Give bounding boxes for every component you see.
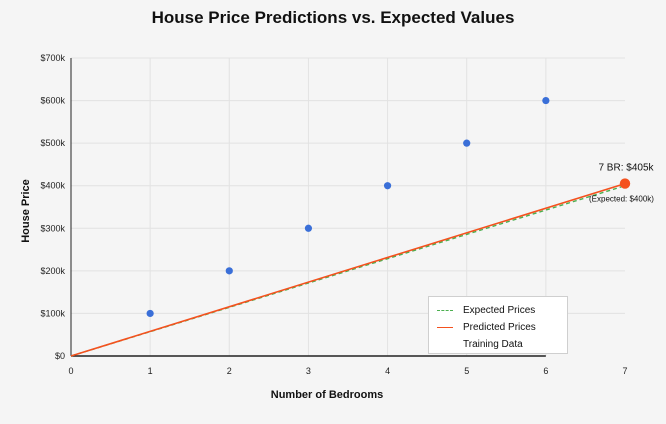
y-tick-label-6: $600k	[40, 96, 65, 106]
y-tick-label-7: $700k	[40, 53, 65, 63]
training-point-6	[542, 96, 550, 105]
x-tick-label-5: 5	[464, 366, 469, 376]
y-tick-label-0: $0	[55, 351, 65, 361]
x-tick-label-3: 3	[306, 366, 311, 376]
training-points	[146, 96, 631, 318]
grid	[71, 57, 625, 356]
training-point-5	[463, 139, 471, 147]
expected-annotation: (Expected: $400k)	[589, 195, 654, 204]
legend-label-training: Training Data	[463, 339, 523, 350]
x-axis-label: Number of Bedrooms	[271, 389, 383, 401]
annotations: 7 BR: $405k (Expected: $400k)	[589, 163, 655, 204]
x-tick-label-6: 6	[543, 366, 548, 376]
y-axis-label: House Price	[20, 179, 32, 243]
x-tick-label-0: 0	[68, 366, 73, 376]
x-tick-label-2: 2	[227, 366, 232, 376]
training-point-1	[146, 309, 154, 318]
x-tick-label-7: 7	[622, 366, 627, 376]
x-tick-label-4: 4	[385, 366, 390, 376]
series-line-predicted	[70, 182, 626, 357]
y-tick-label-5: $500k	[40, 138, 65, 148]
legend-label-expected: Expected Prices	[463, 305, 536, 316]
prediction-annotation: 7 BR: $405k	[598, 163, 654, 174]
legend: Expected Prices Predicted Prices Trainin…	[428, 296, 568, 354]
training-point-4	[383, 182, 392, 190]
y-tick-label-1: $100k	[40, 308, 65, 318]
legend-swatch-predicted	[437, 327, 453, 328]
axes	[70, 58, 546, 357]
chart-title: House Price Predictions vs. Expected Val…	[151, 8, 515, 27]
y-tick-label-4: $400k	[40, 181, 65, 191]
prediction-point	[619, 178, 631, 189]
y-tick-label-2: $200k	[40, 266, 65, 276]
y-tick-label-3: $300k	[40, 223, 65, 233]
legend-label-predicted: Predicted Prices	[463, 322, 536, 333]
training-point-3	[304, 224, 313, 232]
tick-labels: 0 1 2 3 4 5 6 7 $0 $100k $200k $300k $400k $500k $600k…	[40, 53, 627, 376]
series-line-expected	[70, 185, 626, 357]
x-tick-label-1: 1	[148, 366, 153, 376]
legend-swatch-expected	[437, 310, 453, 311]
series-lines	[70, 182, 626, 357]
training-point-2	[225, 267, 233, 275]
